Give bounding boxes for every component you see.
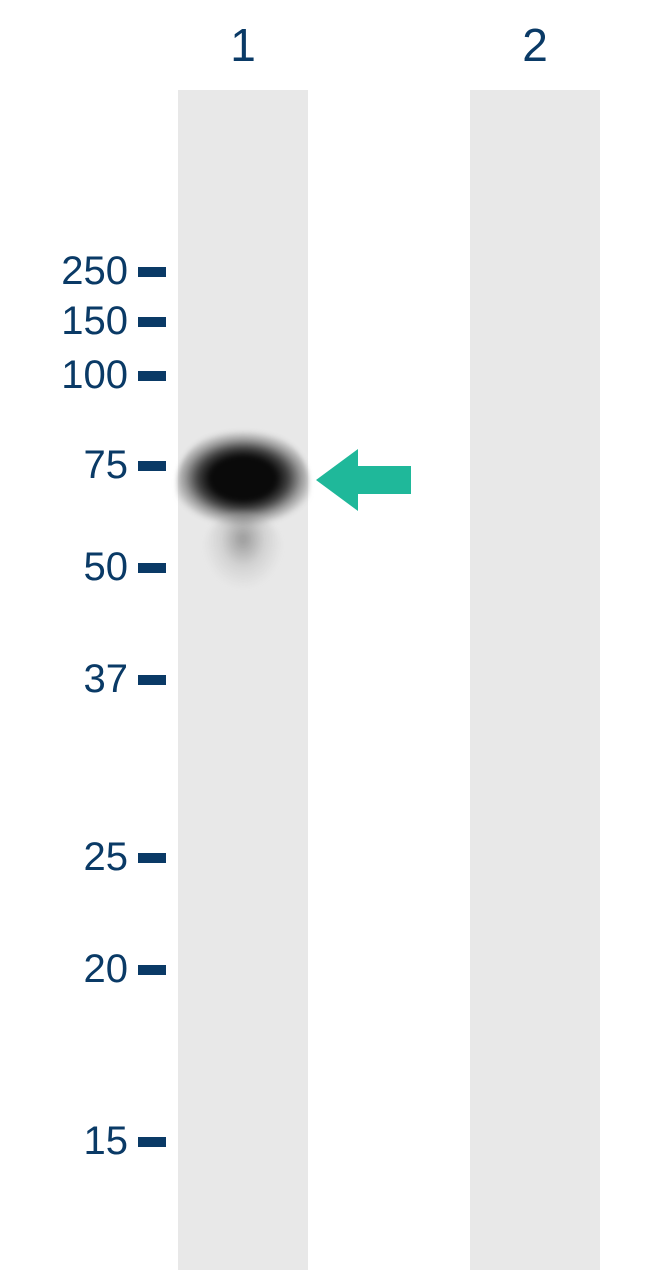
marker-label-50: 50	[0, 545, 128, 590]
marker-tick-50	[138, 563, 166, 573]
lane-2-label: 2	[505, 18, 565, 72]
marker-tick-37	[138, 675, 166, 685]
marker-tick-25	[138, 853, 166, 863]
marker-label-150: 150	[0, 299, 128, 344]
lane-1-label: 1	[213, 18, 273, 72]
marker-label-75: 75	[0, 443, 128, 488]
marker-tick-150	[138, 317, 166, 327]
blot-canvas: 1 2 250 150 100 75 50 37 25 20 15	[0, 0, 650, 1270]
marker-tick-15	[138, 1137, 166, 1147]
marker-label-37: 37	[0, 657, 128, 702]
marker-tick-20	[138, 965, 166, 975]
marker-label-15: 15	[0, 1119, 128, 1164]
marker-tick-100	[138, 371, 166, 381]
lane-1	[178, 90, 308, 1270]
marker-label-25: 25	[0, 835, 128, 880]
marker-tick-250	[138, 267, 166, 277]
band-arrow-icon	[316, 449, 411, 511]
marker-tick-75	[138, 461, 166, 471]
lane-2	[470, 90, 600, 1270]
marker-label-250: 250	[0, 249, 128, 294]
marker-label-20: 20	[0, 947, 128, 992]
marker-label-100: 100	[0, 353, 128, 398]
